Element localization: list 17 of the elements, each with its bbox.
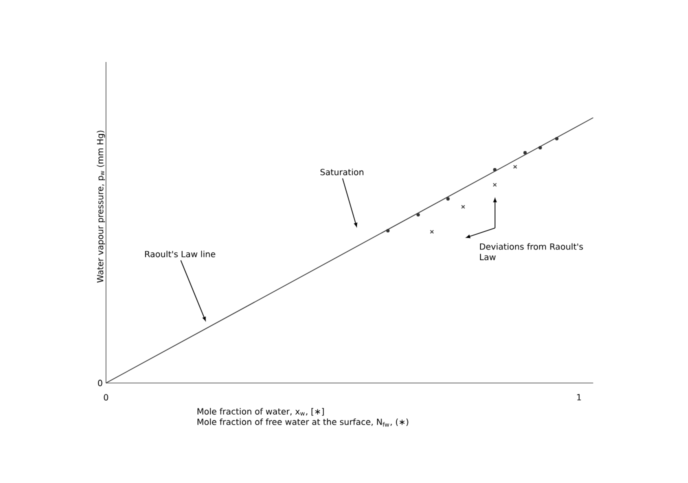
text: 0 (98, 380, 102, 386)
point (538, 146, 542, 150)
text: Mole fraction of free water at the surface, N$_{fw}$, (∗) (198, 418, 408, 427)
annotation: Deviations from Raoult's Law (480, 243, 583, 260)
point (523, 151, 527, 154)
point (386, 229, 390, 232)
point (493, 168, 497, 172)
annotation: Saturation (320, 168, 364, 176)
point (555, 136, 558, 140)
x-axis-title: Mole fraction of water, x$_{w}$, [∗] (198, 408, 324, 416)
point (492, 182, 497, 187)
x-tick-label: 1 (577, 394, 581, 400)
y-axis-title: Water vapour pressure, p$_{w}$ (mm Hg) (96, 130, 105, 283)
annotation: Raoult's Law line (145, 250, 216, 258)
point (461, 204, 466, 209)
point (416, 213, 420, 217)
point (446, 197, 450, 201)
